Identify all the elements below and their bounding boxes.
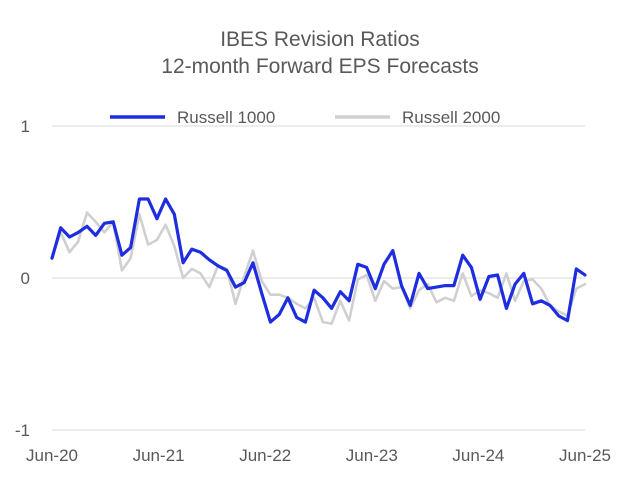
y-tick-label-2: -1 bbox=[15, 421, 30, 440]
x-tick-label-1: Jun-21 bbox=[133, 446, 185, 465]
series-line-russell-1000 bbox=[50, 197, 587, 324]
chart-title: IBES Revision Ratios 12-month Forward EP… bbox=[161, 28, 478, 78]
legend-label-russell-2000: Russell 2000 bbox=[402, 108, 500, 127]
x-tick-label-5: Jun-25 bbox=[559, 446, 611, 465]
series-line-russell-2000 bbox=[50, 211, 587, 325]
x-tick-label-4: Jun-24 bbox=[452, 446, 504, 465]
x-tick-label-0: Jun-20 bbox=[26, 446, 78, 465]
x-tick-label-2: Jun-22 bbox=[239, 446, 291, 465]
x-axis-tick-labels: Jun-20 Jun-21 Jun-22 Jun-23 Jun-24 Jun-25 bbox=[26, 446, 611, 465]
y-tick-label-0: 1 bbox=[21, 117, 30, 136]
legend-label-russell-1000: Russell 1000 bbox=[177, 108, 275, 127]
chart-title-line-1: IBES Revision Ratios bbox=[220, 28, 420, 51]
y-axis-tick-labels: 1 0 -1 bbox=[15, 117, 30, 440]
gridlines bbox=[52, 125, 585, 431]
legend: Russell 1000 Russell 2000 bbox=[110, 108, 500, 127]
series-lines bbox=[50, 197, 587, 325]
chart-title-line-2: 12-month Forward EPS Forecasts bbox=[161, 55, 478, 78]
x-tick-label-3: Jun-23 bbox=[346, 446, 398, 465]
y-tick-label-1: 0 bbox=[21, 269, 30, 288]
